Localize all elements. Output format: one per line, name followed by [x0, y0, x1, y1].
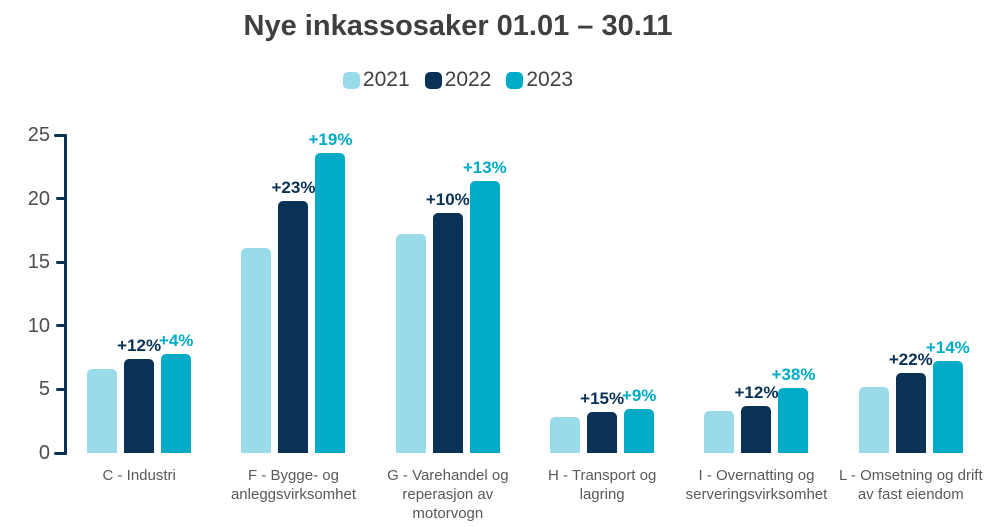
y-tick-label-0: 0 — [38, 442, 50, 464]
bar-2023-4: +38% — [771, 365, 815, 453]
legend-swatch-icon-2021 — [342, 71, 360, 89]
bar-2023-3: +9% — [622, 386, 656, 453]
value-label-2022-2: +10% — [425, 189, 470, 209]
y-tick-label-25: 25 — [27, 124, 50, 146]
y-tick-20 — [56, 197, 65, 201]
bar-2021-4 — [704, 411, 735, 453]
bar-2023-0: +4% — [159, 331, 193, 453]
bar-2021-3 — [550, 417, 581, 453]
legend-item-2021: 2021 — [342, 68, 410, 92]
bar-2021-0 — [87, 369, 118, 453]
value-label-2023-4: +38% — [771, 365, 816, 385]
bar-2022-2: +10% — [426, 190, 470, 453]
value-label-2022-3: +15% — [580, 389, 625, 409]
y-tick-label-5: 5 — [38, 378, 50, 401]
bar-2022-1: +23% — [272, 178, 315, 453]
category-label-2: G - Varehandel og reperasjon av motorvog… — [387, 467, 509, 522]
bar-2023-5: +14% — [926, 338, 970, 453]
value-label-2022-1: +23% — [271, 178, 316, 198]
plot-area: +12% +4% +23% +19% +10% +13% +15% +9% +12% +38% +2… — [62, 130, 988, 453]
bar-2022-4: +12% — [734, 383, 778, 453]
category-label-5: L - Omsetning og drift av fast eiendom — [838, 467, 983, 503]
bar-2021-2 — [395, 234, 426, 453]
value-label-2023-2: +13% — [462, 157, 507, 177]
y-tick-label-20: 20 — [27, 187, 50, 210]
y-tick-label-10: 10 — [27, 314, 50, 337]
legend-item-2023: 2023 — [506, 68, 573, 92]
bar-group-0: +12% +4% — [62, 135, 216, 453]
legend-label-2023: 2023 — [526, 68, 574, 91]
bar-group-3: +15% +9% — [525, 135, 679, 453]
category-label-3: H - Transport og lagring — [547, 467, 657, 503]
bar-group-4: +12% +38% — [679, 135, 833, 453]
category-label-1: F - Bygge- og anleggsvirksomhet — [230, 467, 357, 503]
bar-2023-2: +13% — [463, 158, 507, 453]
y-tick-25 — [54, 133, 67, 137]
value-label-2023-0: +4% — [158, 330, 194, 350]
value-label-2022-0: +12% — [117, 335, 162, 355]
y-tick-5 — [56, 387, 65, 391]
legend-swatch-icon-2023 — [506, 71, 524, 89]
bar-2022-3: +15% — [580, 389, 624, 453]
bar-2021-1 — [241, 248, 272, 453]
bar-group-1: +23% +19% — [216, 130, 370, 453]
category-label-4: I - Overnatting og serveringsvirksomhet — [685, 467, 828, 503]
bar-group-2: +10% +13% — [371, 135, 525, 453]
y-tick-0 — [54, 451, 67, 455]
category-axis-labels: C - Industri F - Bygge- og anleggsvirksom… — [62, 467, 988, 523]
value-label-2023-3: +9% — [621, 385, 657, 405]
y-tick-15 — [56, 260, 65, 264]
y-tick-label-15: 15 — [27, 251, 50, 274]
bar-2022-0: +12% — [117, 336, 161, 453]
value-label-2022-5: +22% — [888, 349, 933, 369]
value-label-2023-1: +19% — [308, 129, 353, 149]
bar-2023-1: +19% — [309, 130, 352, 453]
value-label-2022-4: +12% — [734, 382, 779, 402]
value-label-2023-5: +14% — [925, 338, 970, 358]
legend-label-2022: 2022 — [444, 68, 492, 91]
legend-item-2022: 2022 — [424, 68, 492, 92]
bar-2022-5: +22% — [889, 350, 933, 453]
bar-2021-5 — [858, 386, 889, 453]
chart-title: Nye inkassosaker 01.01 – 30.11 — [243, 10, 673, 42]
y-axis-line — [64, 133, 67, 455]
legend-swatch-icon-2022 — [424, 71, 442, 89]
y-tick-10 — [56, 324, 65, 328]
bar-group-5: +22% +14% — [834, 135, 988, 453]
legend-label-2021: 2021 — [362, 68, 410, 91]
category-label-0: C - Industri — [102, 467, 176, 484]
legend: 2021 2022 2023 — [0, 68, 916, 92]
